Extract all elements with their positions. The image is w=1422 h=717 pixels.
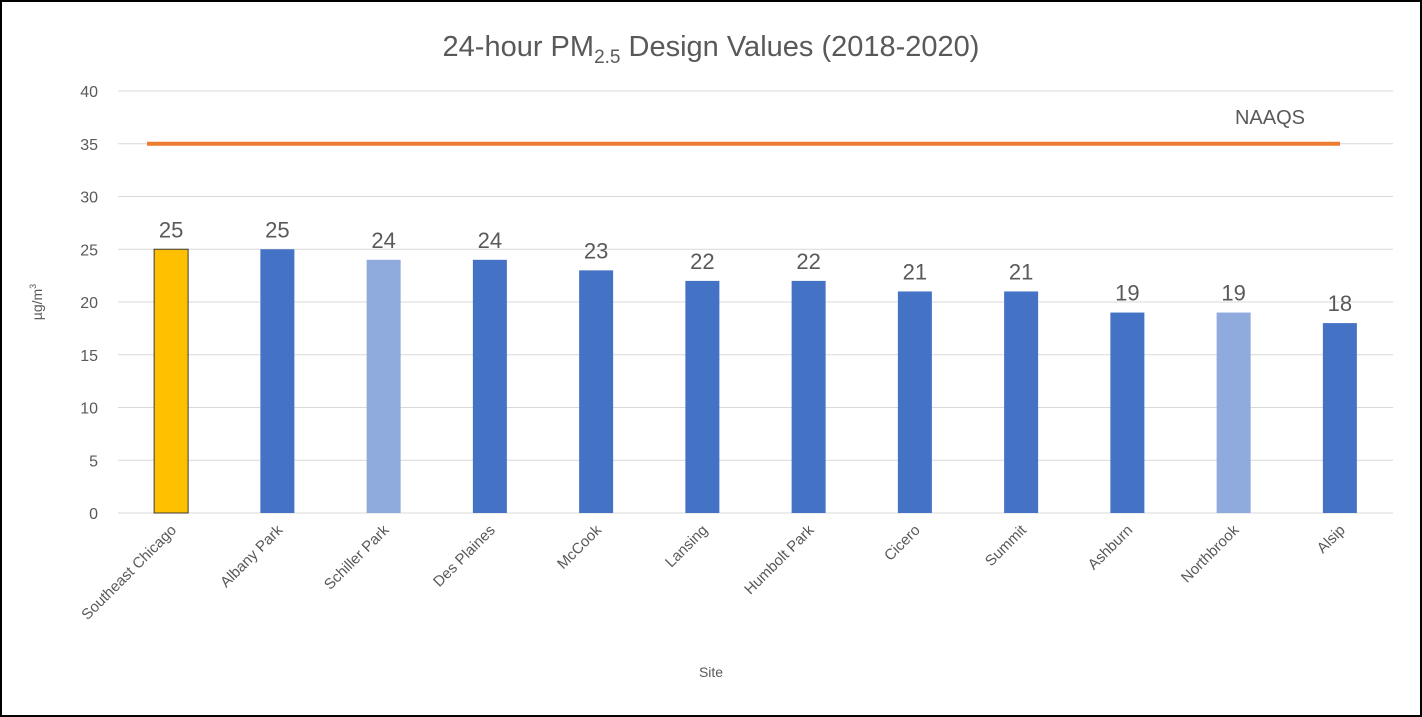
x-axis-label: Site (699, 664, 723, 680)
value-label: 23 (584, 238, 608, 263)
bar (791, 280, 826, 513)
bar (685, 280, 720, 513)
bar (366, 259, 401, 513)
value-label: 19 (1115, 281, 1139, 306)
value-label: 25 (265, 217, 289, 242)
y-tick-label: 0 (89, 506, 98, 523)
bar (1004, 291, 1039, 513)
chart-title: 24-hour PM2.5 Design Values (2018-2020) (443, 31, 980, 68)
title-part: 24-hour PM (443, 31, 595, 63)
value-label: 25 (159, 217, 183, 242)
bar (1322, 323, 1357, 513)
value-label: 18 (1328, 291, 1352, 316)
bar (1216, 312, 1251, 513)
y-tick-label: 35 (80, 137, 98, 154)
y-label-superscript: 3 (28, 284, 38, 289)
bar (472, 259, 507, 513)
y-tick-label: 25 (80, 242, 98, 259)
y-axis-label: µg/m3 (28, 284, 45, 320)
y-tick-label: 15 (80, 348, 98, 365)
y-tick-label: 20 (80, 295, 98, 312)
value-label: 24 (478, 228, 502, 253)
y-tick-label: 10 (80, 401, 98, 418)
reference-label: NAAQS (1235, 107, 1305, 129)
y-tick-label: 40 (80, 84, 98, 101)
y-tick-label: 30 (80, 190, 98, 207)
value-label: 21 (903, 259, 927, 284)
y-label-part: µg/m (29, 289, 45, 320)
value-label: 19 (1221, 281, 1245, 306)
bar (153, 248, 189, 514)
value-label: 24 (371, 228, 395, 253)
title-subscript: 2.5 (594, 47, 620, 68)
bar (897, 291, 932, 513)
bar (1110, 312, 1145, 513)
bar (579, 270, 614, 513)
value-label: 22 (796, 249, 820, 274)
value-label: 21 (1009, 259, 1033, 284)
y-tick-label: 5 (89, 453, 98, 470)
title-part: Design Values (2018-2020) (620, 31, 979, 63)
bar (260, 249, 295, 513)
value-label: 22 (690, 249, 714, 274)
